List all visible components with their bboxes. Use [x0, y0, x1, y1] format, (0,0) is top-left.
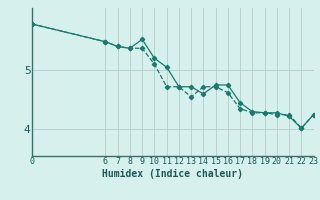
X-axis label: Humidex (Indice chaleur): Humidex (Indice chaleur) [102, 169, 243, 179]
